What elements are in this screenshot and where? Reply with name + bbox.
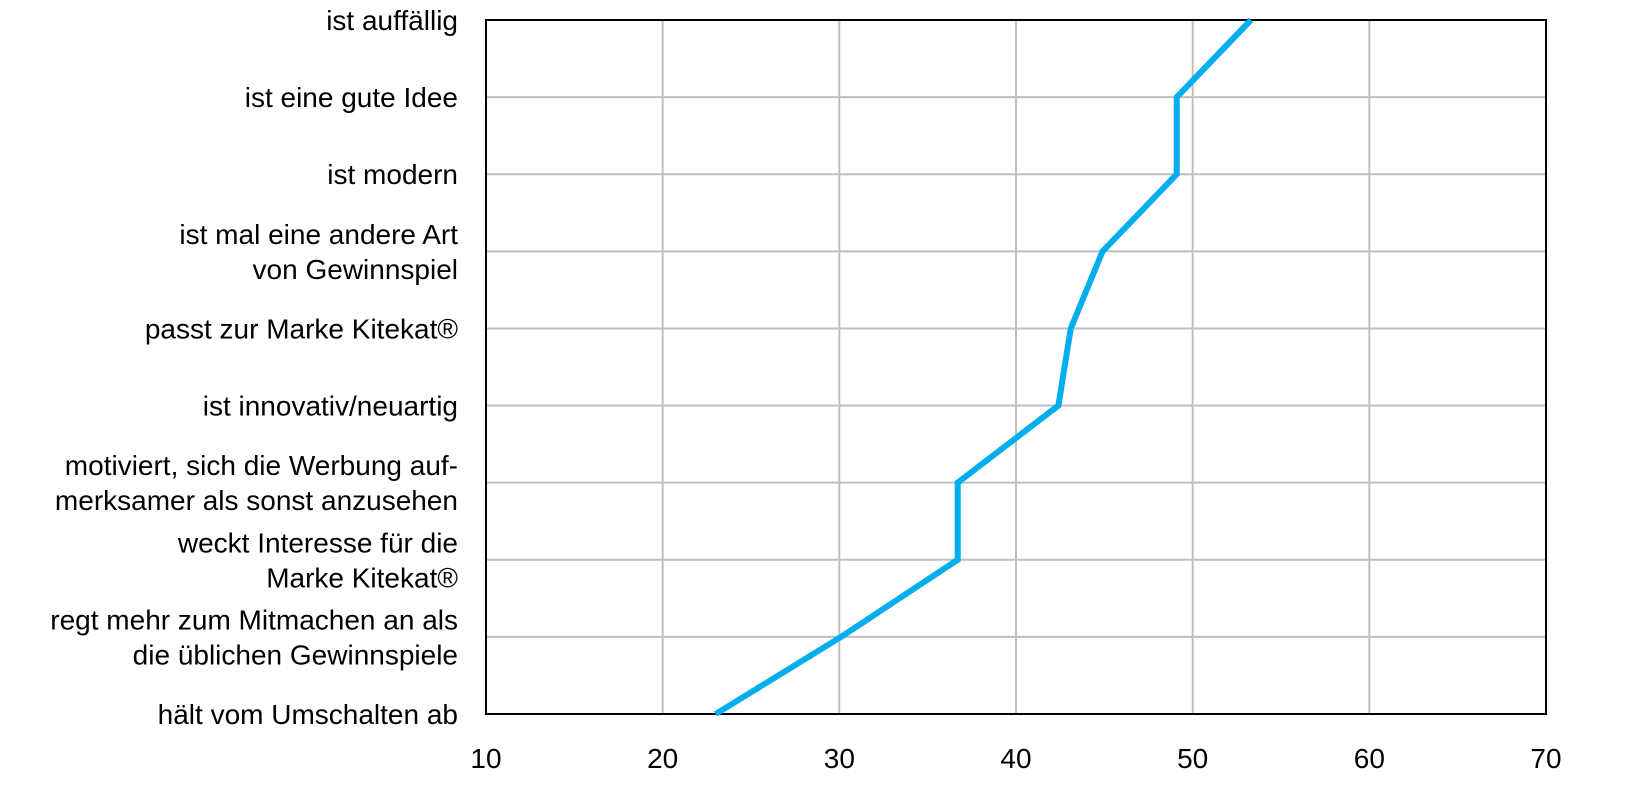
category-label: hält vom Umschalten ab (158, 699, 458, 730)
category-label: ist mal eine andere Art (179, 219, 458, 250)
category-label: regt mehr zum Mitmachen an als (50, 604, 458, 635)
category-label: die üblichen Gewinnspiele (133, 639, 458, 670)
category-label: weckt Interesse für die (177, 527, 458, 558)
x-tick-label: 50 (1177, 743, 1208, 774)
x-tick-label: 20 (647, 743, 678, 774)
x-tick-label: 70 (1530, 743, 1561, 774)
category-label: ist auffällig (326, 5, 458, 36)
x-tick-label: 10 (470, 743, 501, 774)
category-label: motiviert, sich die Werbung auf- (65, 450, 458, 481)
x-tick-label: 60 (1354, 743, 1385, 774)
category-label: ist innovativ/neuartig (203, 391, 458, 422)
x-tick-label: 30 (824, 743, 855, 774)
series-line (714, 17, 1254, 717)
category-label: von Gewinnspiel (253, 254, 458, 285)
category-labels: ist auffällig ist eine gute Idee ist moder… (50, 5, 458, 730)
plot-frame (485, 19, 1547, 715)
category-label: passt zur Marke Kitekat® (145, 313, 459, 344)
x-tick-label: 40 (1000, 743, 1031, 774)
category-label: ist eine gute Idee (245, 82, 458, 113)
category-label: Marke Kitekat® (266, 562, 458, 593)
category-label: merksamer als sonst anzusehen (55, 485, 458, 516)
x-tick-labels: 10 20 30 40 50 60 70 (470, 743, 1561, 774)
category-label: ist modern (327, 159, 458, 190)
grid-lines (485, 19, 1547, 715)
